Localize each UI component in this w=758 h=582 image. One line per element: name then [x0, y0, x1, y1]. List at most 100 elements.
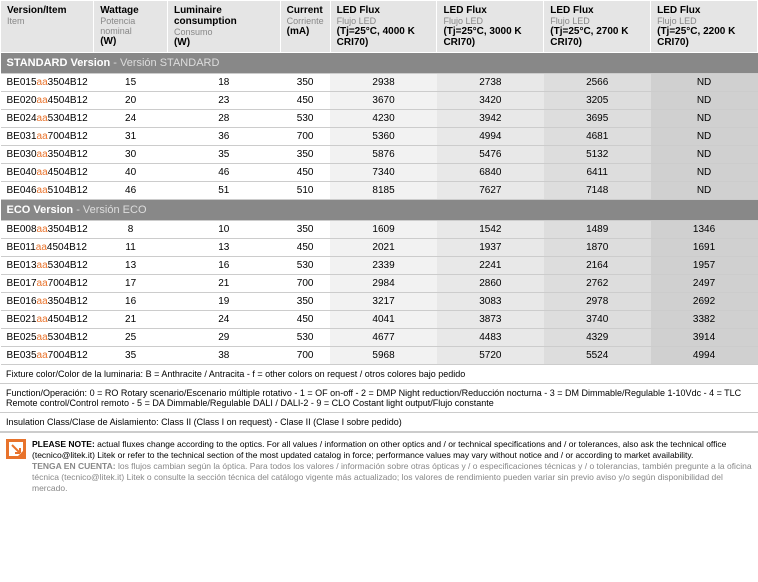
item-code: BE021aa4504B12: [1, 311, 94, 329]
consumption: 23: [167, 92, 280, 110]
consumption: 35: [167, 146, 280, 164]
consumption: 10: [167, 221, 280, 239]
consumption: 36: [167, 128, 280, 146]
spec-table: Version/ItemItemWattagePotencia nominal(…: [0, 0, 758, 365]
current: 700: [280, 275, 330, 293]
item-code: BE040aa4504B12: [1, 164, 94, 182]
flux-2700k: 2762: [544, 275, 651, 293]
consumption: 29: [167, 329, 280, 347]
table-row: BE011aa4504B12 11 13 450 2021 1937 1870 …: [1, 239, 758, 257]
current: 530: [280, 257, 330, 275]
flux-2200k: ND: [651, 110, 758, 128]
flux-2200k: ND: [651, 164, 758, 182]
section-header: STANDARD Version - Versión STANDARD: [1, 53, 758, 74]
item-code: BE046aa5104B12: [1, 182, 94, 200]
current: 700: [280, 128, 330, 146]
item-code: BE015aa3504B12: [1, 74, 94, 92]
consumption: 46: [167, 164, 280, 182]
col-header: LED FluxFlujo LED(Tj=25°C, 2200 K CRI70): [651, 1, 758, 53]
flux-4000k: 5876: [330, 146, 437, 164]
consumption: 28: [167, 110, 280, 128]
flux-3000k: 2860: [437, 275, 544, 293]
item-code: BE017aa7004B12: [1, 275, 94, 293]
flux-4000k: 7340: [330, 164, 437, 182]
consumption: 13: [167, 239, 280, 257]
flux-2200k: ND: [651, 182, 758, 200]
col-header: LED FluxFlujo LED(Tj=25°C, 2700 K CRI70): [544, 1, 651, 53]
flux-2700k: 3740: [544, 311, 651, 329]
current: 450: [280, 311, 330, 329]
flux-2700k: 1489: [544, 221, 651, 239]
flux-4000k: 2021: [330, 239, 437, 257]
flux-4000k: 2339: [330, 257, 437, 275]
flux-4000k: 8185: [330, 182, 437, 200]
col-header: LED FluxFlujo LED(Tj=25°C, 4000 K CRI70): [330, 1, 437, 53]
wattage: 15: [94, 74, 168, 92]
flux-2200k: 1957: [651, 257, 758, 275]
flux-3000k: 5720: [437, 347, 544, 365]
flux-3000k: 3420: [437, 92, 544, 110]
flux-3000k: 5476: [437, 146, 544, 164]
current: 350: [280, 293, 330, 311]
item-code: BE013aa5304B12: [1, 257, 94, 275]
current: 450: [280, 239, 330, 257]
flux-3000k: 7627: [437, 182, 544, 200]
flux-4000k: 4230: [330, 110, 437, 128]
wattage: 20: [94, 92, 168, 110]
consumption: 38: [167, 347, 280, 365]
flux-2700k: 5524: [544, 347, 651, 365]
consumption: 24: [167, 311, 280, 329]
flux-3000k: 4483: [437, 329, 544, 347]
wattage: 8: [94, 221, 168, 239]
wattage: 11: [94, 239, 168, 257]
flux-2200k: 1691: [651, 239, 758, 257]
table-row: BE015aa3504B12 15 18 350 2938 2738 2566 …: [1, 74, 758, 92]
flux-2700k: 2978: [544, 293, 651, 311]
wattage: 30: [94, 146, 168, 164]
flux-2700k: 7148: [544, 182, 651, 200]
flux-3000k: 3873: [437, 311, 544, 329]
flux-2200k: ND: [651, 74, 758, 92]
current: 510: [280, 182, 330, 200]
wattage: 46: [94, 182, 168, 200]
flux-4000k: 1609: [330, 221, 437, 239]
col-header: Luminaire consumptionConsumo(W): [167, 1, 280, 53]
current: 350: [280, 74, 330, 92]
flux-2200k: 1346: [651, 221, 758, 239]
flux-2200k: 2692: [651, 293, 758, 311]
flux-2700k: 3205: [544, 92, 651, 110]
current: 450: [280, 92, 330, 110]
consumption: 18: [167, 74, 280, 92]
flux-2700k: 2164: [544, 257, 651, 275]
current: 450: [280, 164, 330, 182]
wattage: 16: [94, 293, 168, 311]
flux-2700k: 6411: [544, 164, 651, 182]
flux-3000k: 3942: [437, 110, 544, 128]
flux-3000k: 1937: [437, 239, 544, 257]
flux-4000k: 3217: [330, 293, 437, 311]
flux-2700k: 5132: [544, 146, 651, 164]
consumption: 19: [167, 293, 280, 311]
please-note: PLEASE NOTE: actual fluxes change accord…: [0, 432, 758, 500]
flux-2700k: 4329: [544, 329, 651, 347]
wattage: 40: [94, 164, 168, 182]
col-header: WattagePotencia nominal(W): [94, 1, 168, 53]
table-row: BE024aa5304B12 24 28 530 4230 3942 3695 …: [1, 110, 758, 128]
consumption: 16: [167, 257, 280, 275]
flux-3000k: 2738: [437, 74, 544, 92]
table-row: BE035aa7004B12 35 38 700 5968 5720 5524 …: [1, 347, 758, 365]
flux-3000k: 4994: [437, 128, 544, 146]
table-row: BE020aa4504B12 20 23 450 3670 3420 3205 …: [1, 92, 758, 110]
please-note-text: PLEASE NOTE: actual fluxes change accord…: [32, 439, 752, 494]
flux-3000k: 3083: [437, 293, 544, 311]
flux-4000k: 4677: [330, 329, 437, 347]
flux-3000k: 1542: [437, 221, 544, 239]
flux-3000k: 2241: [437, 257, 544, 275]
wattage: 21: [94, 311, 168, 329]
table-row: BE017aa7004B12 17 21 700 2984 2860 2762 …: [1, 275, 758, 293]
item-code: BE030aa3504B12: [1, 146, 94, 164]
item-code: BE008aa3504B12: [1, 221, 94, 239]
table-row: BE013aa5304B12 13 16 530 2339 2241 2164 …: [1, 257, 758, 275]
wattage: 35: [94, 347, 168, 365]
flux-2200k: ND: [651, 92, 758, 110]
